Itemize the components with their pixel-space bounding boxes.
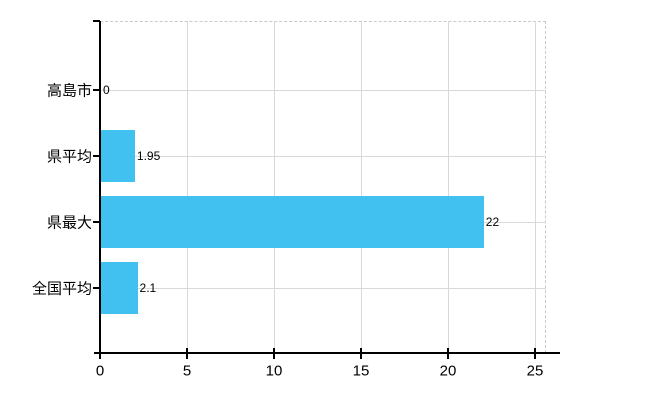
category-label-3: 全国平均 [31,280,92,298]
value-label-3: 2.1 [139,281,157,295]
gridline-x-15 [360,21,362,353]
gridline-x-20 [447,21,449,353]
y-tick-2 [93,221,100,223]
gridline-x-25 [534,21,536,353]
gridline-x-10 [273,21,275,353]
gridline-category-0 [100,90,546,91]
y-tick-1 [93,155,100,157]
x-tick-label-5: 5 [182,362,192,380]
y-tick-0 [93,89,100,91]
bar-1 [101,130,135,182]
y-axis-line [99,21,101,359]
x-axis-line [94,352,560,354]
value-label-0: 0 [103,83,110,97]
x-tick-label-15: 15 [352,362,370,380]
bar-2 [101,196,484,248]
bar-3 [101,262,138,314]
y-axis-end-tick [93,20,100,22]
y-tick-3 [93,287,100,289]
x-tick-0 [99,348,101,359]
x-tick-15 [360,348,362,359]
x-tick-20 [447,348,449,359]
value-label-2: 22 [485,215,500,229]
x-tick-label-0: 0 [95,362,105,380]
category-label-0: 高島市 [46,82,92,100]
gridline-category-1 [100,156,546,157]
category-label-1: 県平均 [46,148,92,166]
plot-area [100,21,546,353]
x-tick-label-10: 10 [265,362,283,380]
x-tick-5 [186,348,188,359]
gridline-category-3 [100,288,546,289]
x-tick-label-25: 25 [526,362,544,380]
x-tick-10 [273,348,275,359]
x-tick-25 [534,348,536,359]
gridline-x-5 [186,21,188,353]
x-tick-label-20: 20 [439,362,457,380]
value-label-1: 1.95 [136,149,161,163]
category-label-2: 県最大 [46,214,92,232]
